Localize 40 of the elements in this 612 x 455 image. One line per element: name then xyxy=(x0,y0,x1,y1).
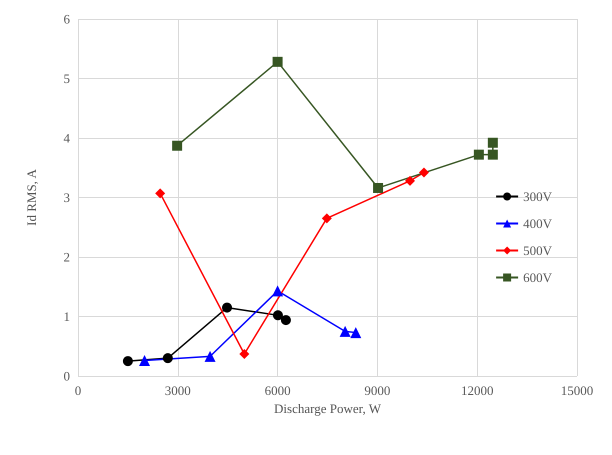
legend-label: 600V xyxy=(523,270,553,285)
point xyxy=(350,327,362,338)
point xyxy=(280,315,291,326)
y-tick-label: 5 xyxy=(64,71,70,86)
point xyxy=(272,310,283,320)
point xyxy=(488,150,498,160)
x-tick-label: 0 xyxy=(74,383,82,398)
point xyxy=(172,140,182,151)
x-tick-label: 15000 xyxy=(560,383,594,398)
y-tick-label: 0 xyxy=(64,368,70,384)
x-tick-label: 6000 xyxy=(264,383,291,398)
point xyxy=(373,182,384,193)
legend-label: 300V xyxy=(523,189,553,204)
x-tick-label: 3000 xyxy=(164,383,191,398)
point xyxy=(204,350,216,362)
point xyxy=(405,176,415,186)
y-tick-label: 6 xyxy=(64,12,70,26)
point xyxy=(139,355,150,366)
x-tick-label: 9000 xyxy=(364,383,390,398)
y-tick-label: 1 xyxy=(64,309,70,324)
point xyxy=(239,348,250,359)
point xyxy=(474,150,484,160)
point xyxy=(322,213,332,224)
legend-label: 400V xyxy=(523,216,553,231)
point xyxy=(340,326,351,337)
point xyxy=(418,168,429,178)
point xyxy=(222,302,232,313)
point xyxy=(488,138,498,148)
point xyxy=(155,188,166,198)
legend-label: 500V xyxy=(523,243,553,258)
x-tick-label: 12000 xyxy=(460,383,494,398)
y-tick-label: 3 xyxy=(64,190,70,205)
point xyxy=(162,353,173,364)
y-tick-label: 4 xyxy=(64,130,70,146)
y-tick-label: 2 xyxy=(64,250,70,264)
y-axis-title: Id RMS, A xyxy=(24,168,39,226)
point xyxy=(272,56,283,67)
point xyxy=(122,356,133,366)
point xyxy=(272,285,284,296)
x-axis-title: Discharge Power, W xyxy=(274,400,382,416)
